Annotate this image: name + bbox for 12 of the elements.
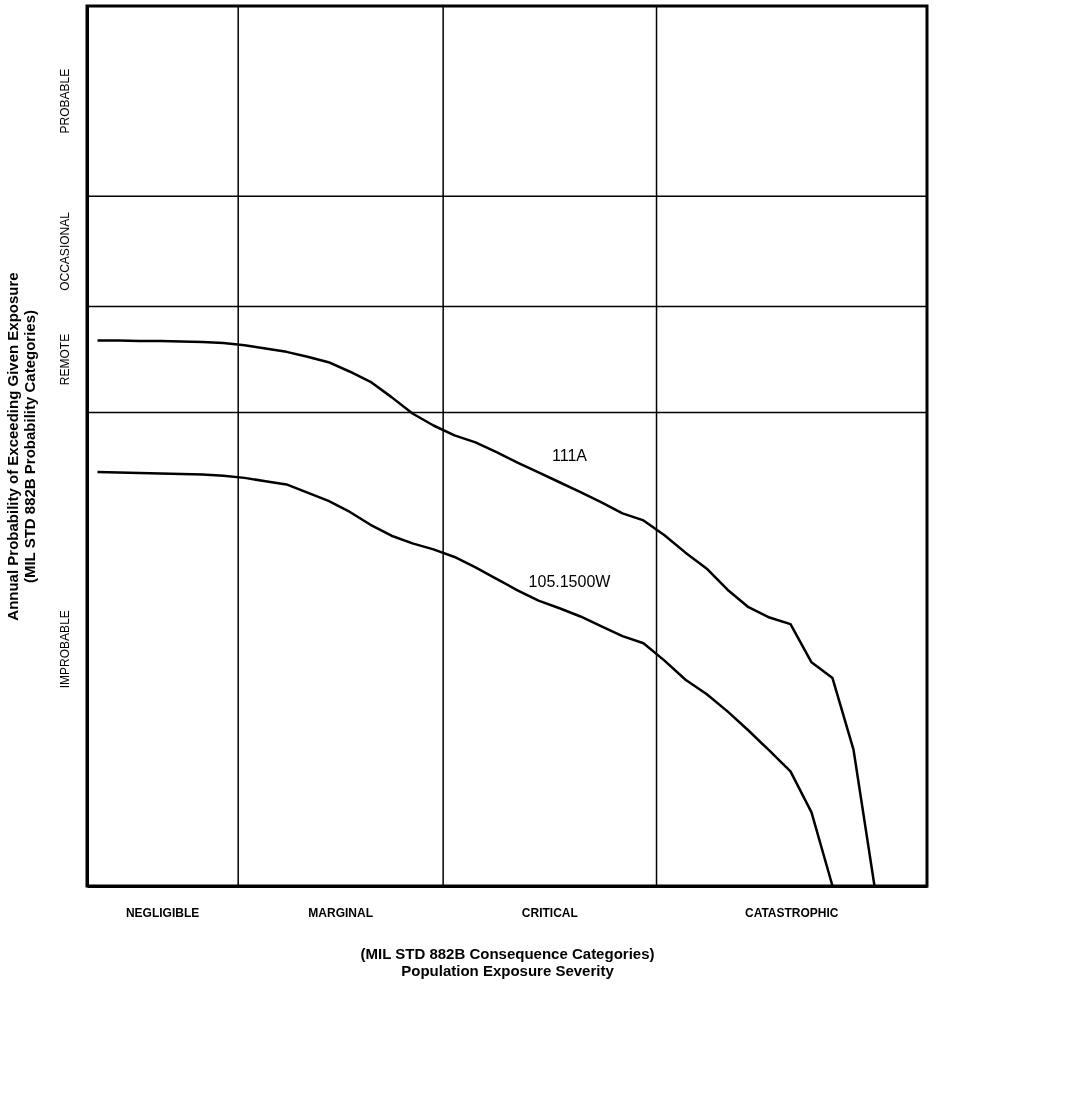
series-label: 105.1500W — [528, 573, 612, 591]
text: CRITICAL — [521, 906, 578, 920]
text: OCCASIONAL — [58, 211, 72, 291]
text: MARGINAL — [308, 906, 374, 920]
series-label: 111A — [552, 447, 588, 465]
x-axis-title: (MIL STD 882B Consequence Categories) Population Exposure Severity — [360, 944, 655, 979]
text: NEGLIGIBLE — [125, 906, 200, 920]
text: PROBABLE — [58, 68, 72, 134]
text: CATASTROPHIC — [744, 906, 839, 920]
text: IMPROBABLE — [58, 610, 72, 689]
y-axis-title: Annual Probability of Exceeding Given Exposure (MIL STD 882B Probability Categories) — [3, 272, 38, 621]
text: REMOTE — [58, 333, 72, 386]
